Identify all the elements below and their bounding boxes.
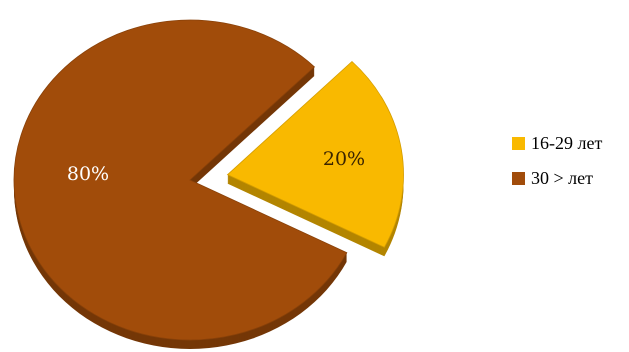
slice-2-label: 80% <box>67 163 109 185</box>
pie-data-labels: 20% 80% <box>67 148 365 185</box>
slice-1-label: 20% <box>323 148 365 170</box>
legend: 16-29 лет 30 > лет <box>512 133 602 188</box>
slice-2 <box>13 19 348 341</box>
pie-slices <box>13 19 404 341</box>
legend-label-2: 30 > лет <box>531 168 593 188</box>
legend-swatch-2 <box>512 172 525 185</box>
slice-1 <box>226 60 404 248</box>
legend-label-1: 16-29 лет <box>531 133 602 153</box>
legend-swatch-1 <box>512 137 525 150</box>
